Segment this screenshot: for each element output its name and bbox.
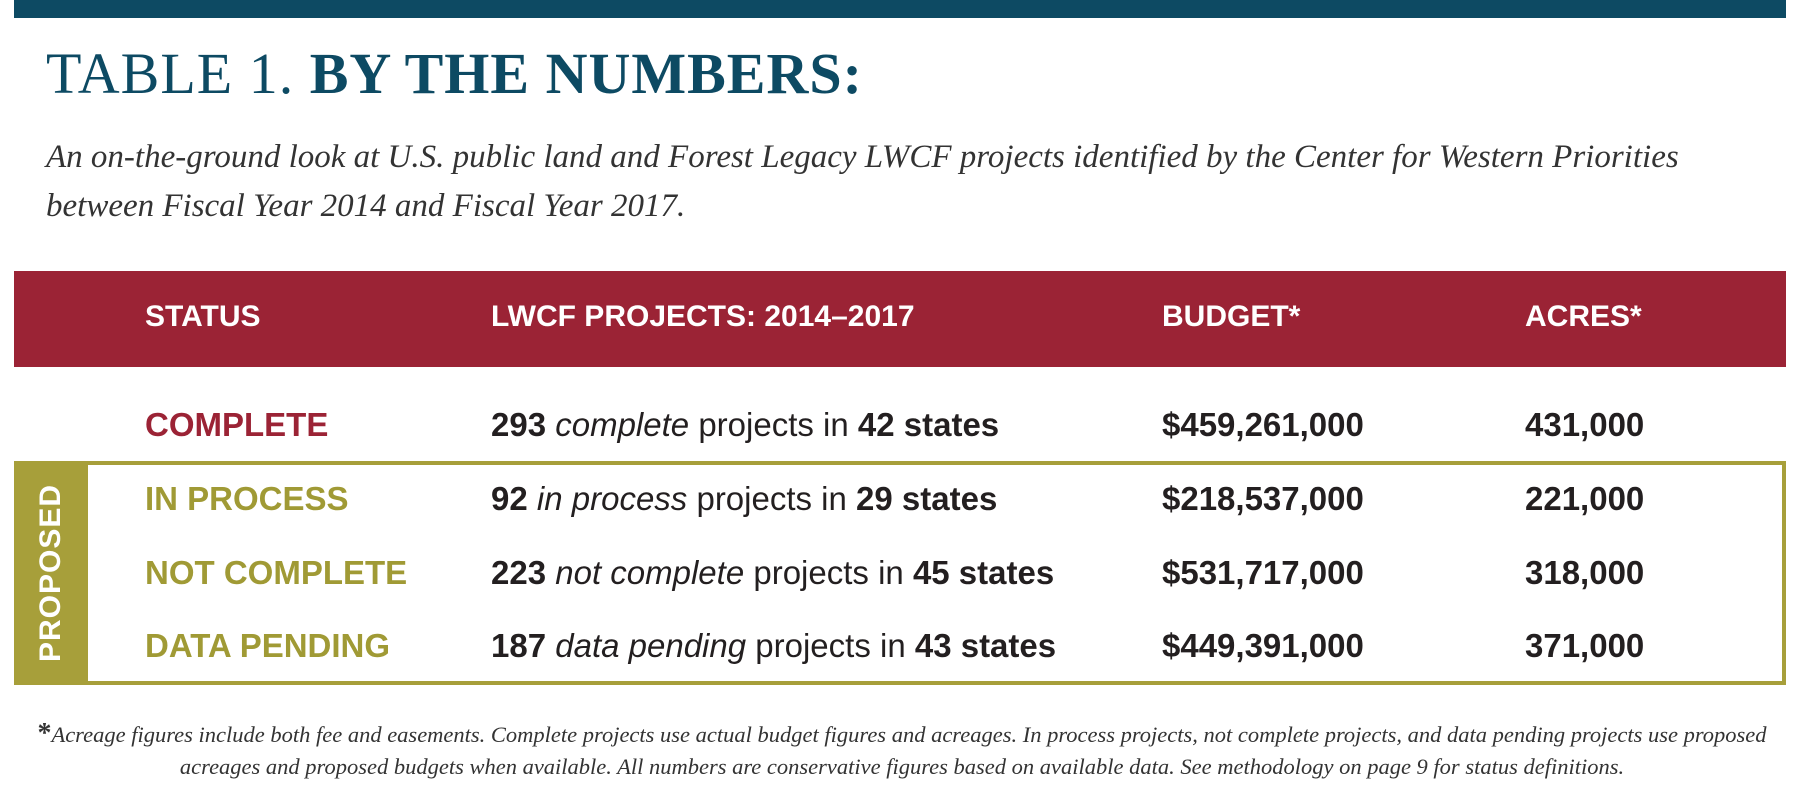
table-header [14, 271, 1786, 367]
top-bar [14, 0, 1786, 18]
projects-part: 43 states [914, 627, 1057, 664]
acres-cell: 431,000 [1525, 406, 1645, 443]
status-cell: IN PROCESS [145, 480, 349, 517]
subtitle: An on-the-ground look at U.S. public lan… [46, 139, 1679, 224]
projects-part: projects in [753, 554, 904, 591]
acres-cell: 371,000 [1525, 627, 1645, 664]
title-main: BY THE NUMBERS: [309, 41, 863, 106]
projects-part: 293 [491, 406, 547, 443]
status-cell: COMPLETE [145, 406, 329, 443]
group-bar [14, 461, 88, 685]
projects-part: 29 states [856, 480, 998, 517]
projects-part: data pending [555, 627, 747, 664]
group-label: PROPOSED [34, 483, 67, 663]
header-cell: STATUS [145, 300, 261, 333]
projects-part: projects in [755, 627, 906, 664]
budget-cell: $459,261,000 [1162, 406, 1364, 443]
title: TABLE 1. BY THE NUMBERS: [46, 40, 863, 107]
projects-part: projects in [696, 480, 847, 517]
status-cell: DATA PENDING [145, 627, 391, 664]
acres-cell: 318,000 [1525, 554, 1645, 591]
budget-cell: $449,391,000 [1162, 627, 1364, 664]
projects-part: 92 [491, 480, 528, 517]
status-cell: NOT COMPLETE [145, 554, 408, 591]
footnote: *Acreage figures include both fee and ea… [26, 718, 1778, 783]
projects-part: complete [555, 406, 690, 443]
header-cell: LWCF PROJECTS: 2014–2017 [491, 300, 915, 333]
projects-part: projects in [698, 406, 849, 443]
projects-cell: 187 data pending projects in 43 states [491, 627, 1056, 665]
projects-part: in process [536, 480, 688, 517]
projects-part: 223 [491, 554, 547, 591]
title-prefix: TABLE 1. [46, 41, 295, 106]
projects-part: not complete [555, 554, 745, 591]
budget-cell: $531,717,000 [1162, 554, 1364, 591]
footnote-mark: * [37, 718, 52, 749]
footnote-text: Acreage figures include both fee and eas… [51, 722, 1767, 779]
projects-cell: 92 in process projects in 29 states [491, 480, 997, 518]
budget-cell: $218,537,000 [1162, 480, 1364, 517]
projects-cell: 223 not complete projects in 45 states [491, 554, 1054, 592]
projects-part: 45 states [912, 554, 1055, 591]
header-cell: ACRES* [1525, 300, 1642, 333]
header-cell: BUDGET* [1162, 300, 1301, 333]
projects-cell: 293 complete projects in 42 states [491, 406, 999, 444]
acres-cell: 221,000 [1525, 480, 1645, 517]
projects-part: 42 states [857, 406, 1000, 443]
projects-part: 187 [491, 627, 547, 664]
